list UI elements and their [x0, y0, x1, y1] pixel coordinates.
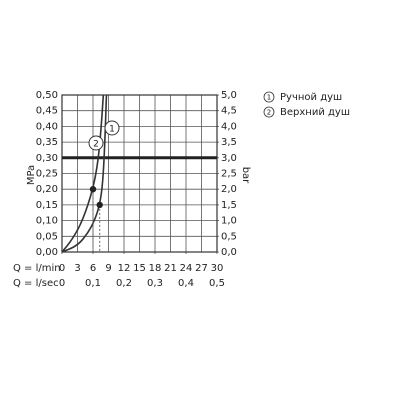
- x-tick-label: 24: [180, 263, 193, 274]
- y-tick-label: 0,20: [36, 184, 58, 195]
- x2-tick-label: 0,2: [116, 278, 132, 289]
- y-tick-label: 0,25: [36, 169, 58, 180]
- y2-tick-label: 5,0: [221, 90, 237, 101]
- y-tick-label: 0,45: [36, 106, 58, 117]
- marker: [96, 201, 103, 209]
- curve-label-circle: [88, 135, 104, 151]
- y-tick-label: 0,30: [36, 153, 58, 164]
- y2-tick-label: 0,0: [221, 247, 237, 258]
- y2-tick-label: 4,0: [221, 121, 237, 132]
- x-tick-label: 30: [211, 263, 224, 274]
- y-tick-label: 0,40: [36, 121, 58, 132]
- x-tick-label: 0: [59, 263, 65, 274]
- x2-axis-label: Q = l/sec: [13, 278, 59, 289]
- legend-circle: [263, 106, 275, 118]
- x-tick-label: 21: [164, 263, 177, 274]
- curve-label: 1: [109, 125, 115, 135]
- legend-label: Верхний душ: [280, 107, 350, 118]
- plot-frame: [61, 94, 218, 253]
- series-line: [61, 94, 108, 253]
- legend-label: Ручной душ: [280, 92, 342, 103]
- x-tick-label: 15: [133, 263, 146, 274]
- x2-tick-label: 0,3: [147, 278, 163, 289]
- y-tick-label: 0,10: [36, 216, 58, 227]
- y-tick-label: 0,35: [36, 137, 58, 148]
- x-tick-label: 3: [74, 263, 80, 274]
- x-tick-label: 12: [118, 263, 131, 274]
- x-axis-label: Q = l/min: [13, 263, 61, 274]
- y2-tick-label: 2,5: [221, 169, 237, 180]
- y2-tick-label: 3,5: [221, 137, 237, 148]
- y2-tick-label: 1,5: [221, 200, 237, 211]
- y-tick-label: 0,15: [36, 200, 58, 211]
- y-axis-label: MPa: [26, 165, 37, 185]
- x2-tick-label: 0,5: [209, 278, 225, 289]
- marker: [89, 186, 97, 193]
- y-tick-label: 0,50: [36, 90, 58, 101]
- curve-label-circle: [104, 120, 120, 136]
- x2-tick-label: 0: [59, 278, 65, 289]
- legend-number: 1: [267, 94, 271, 102]
- y-tick-label: 0,05: [36, 231, 58, 242]
- y-tick-label: 0,00: [36, 247, 58, 258]
- x-tick-label: 9: [105, 263, 111, 274]
- curve-label: 2: [93, 140, 99, 150]
- y2-axis-label: bar: [240, 167, 251, 184]
- x-tick-label: 6: [90, 263, 96, 274]
- y2-tick-label: 2,0: [221, 184, 237, 195]
- y2-tick-label: 1,0: [221, 216, 237, 227]
- y2-tick-label: 3,0: [221, 153, 237, 164]
- x2-tick-label: 0,4: [178, 278, 194, 289]
- x2-tick-label: 0,1: [85, 278, 101, 289]
- y2-tick-label: 0,5: [221, 231, 237, 242]
- y2-tick-label: 4,5: [221, 106, 237, 117]
- x-tick-label: 18: [149, 263, 162, 274]
- legend-circle: [263, 91, 275, 103]
- x-tick-label: 27: [195, 263, 208, 274]
- legend-number: 2: [267, 109, 271, 117]
